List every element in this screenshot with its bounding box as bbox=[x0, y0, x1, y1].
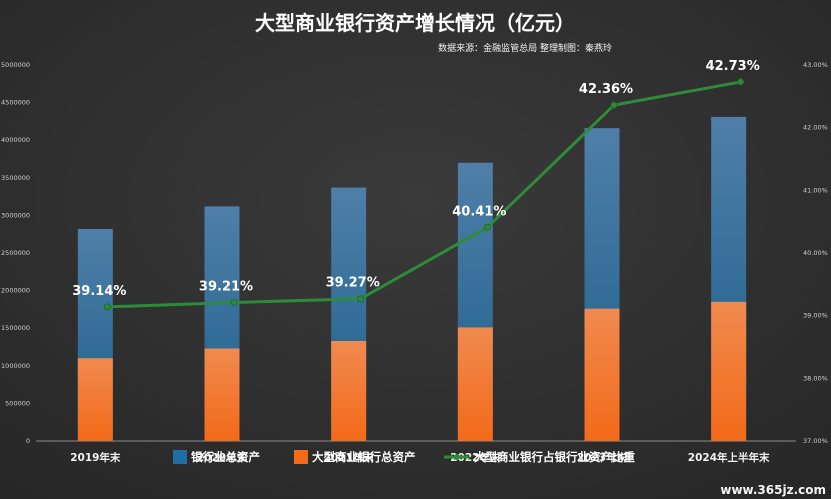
left-tick-label: 5000000 bbox=[1, 61, 30, 69]
legend-item-big: 大型商业银行总资产 bbox=[294, 450, 416, 464]
share-data-labels: 39.14% 39.21% 39.27% 40.41% 42.36% 42.73% bbox=[72, 59, 759, 299]
right-tick-label: 40.00% bbox=[803, 249, 828, 257]
bar-big-bank-assets bbox=[204, 348, 240, 441]
legend-label-big: 大型商业银行总资产 bbox=[312, 450, 416, 464]
legend-item-total: 银行业总资产 bbox=[173, 450, 260, 464]
category-label: 2019年末 bbox=[70, 451, 121, 464]
right-tick-label: 42.00% bbox=[803, 124, 828, 132]
bar-big-bank-assets bbox=[77, 358, 113, 441]
left-tick-label: 4000000 bbox=[1, 136, 30, 144]
left-tick-label: 500000 bbox=[5, 399, 30, 407]
category-labels: 2019年末 2020年末 2021年末 2022年末 2023年末 2024年上半年末 bbox=[70, 451, 770, 464]
bar-big-bank-assets bbox=[711, 301, 747, 441]
share-data-label: 40.41% bbox=[452, 204, 506, 219]
bar-big-bank-assets bbox=[331, 340, 367, 441]
right-tick-label: 43.00% bbox=[803, 61, 828, 69]
legend-label-total: 银行业总资产 bbox=[191, 450, 260, 464]
share-line-layer bbox=[103, 78, 745, 311]
share-point bbox=[483, 223, 491, 231]
share-point bbox=[230, 299, 238, 307]
legend: 银行业总资产 大型商业银行总资产 大型商业银行占银行业资产比重 bbox=[173, 450, 635, 464]
share-data-label: 39.21% bbox=[199, 280, 253, 295]
share-data-label: 39.27% bbox=[326, 276, 380, 291]
left-tick-label: 2000000 bbox=[1, 287, 30, 295]
watermark: www.365jz.com bbox=[720, 483, 826, 497]
category-label: 2022年末 bbox=[450, 451, 501, 464]
share-point bbox=[610, 101, 618, 109]
category-label: 2020年末 bbox=[197, 451, 248, 464]
legend-item-share: 大型商业银行占银行业资产比重 bbox=[444, 450, 635, 464]
right-tick-label: 37.00% bbox=[803, 437, 828, 445]
legend-swatch-total bbox=[173, 450, 187, 464]
bars-big-bank-assets bbox=[77, 301, 747, 441]
left-tick-label: 2500000 bbox=[1, 249, 30, 257]
category-label: 2021年末 bbox=[324, 451, 375, 464]
left-tick-label: 4500000 bbox=[1, 99, 30, 107]
legend-label-share: 大型商业银行占银行业资产比重 bbox=[474, 450, 635, 464]
bar-big-bank-assets bbox=[584, 308, 620, 441]
share-data-label: 39.14% bbox=[72, 284, 126, 299]
chart-title: 大型商业银行资产增长情况（亿元） bbox=[255, 11, 575, 35]
bar-big-bank-assets bbox=[457, 327, 493, 441]
category-label: 2024年上半年末 bbox=[688, 451, 770, 464]
share-point bbox=[357, 295, 365, 303]
share-point bbox=[103, 303, 111, 311]
right-tick-label: 39.00% bbox=[803, 312, 828, 320]
legend-swatch-big bbox=[294, 450, 308, 464]
share-line bbox=[107, 80, 741, 309]
left-tick-label: 3500000 bbox=[1, 174, 30, 182]
share-data-label: 42.36% bbox=[579, 82, 633, 97]
category-label: 2023年末 bbox=[577, 451, 628, 464]
right-tick-label: 41.00% bbox=[803, 186, 828, 194]
share-point bbox=[737, 78, 745, 86]
left-tick-label: 1500000 bbox=[1, 324, 30, 332]
left-tick-label: 1000000 bbox=[1, 362, 30, 370]
chart-subtitle: 数据来源：金融监管总局 整理制图：秦燕玲 bbox=[438, 42, 612, 54]
right-tick-label: 38.00% bbox=[803, 374, 828, 382]
left-tick-label: 0 bbox=[26, 437, 30, 445]
left-tick-label: 3000000 bbox=[1, 211, 30, 219]
share-data-label: 42.73% bbox=[706, 59, 760, 74]
left-axis-ticks: 0 500000 1000000 1500000 2000000 2500000 30000… bbox=[1, 61, 30, 445]
legend-marker-share bbox=[454, 454, 460, 460]
right-axis-ticks: 37.00% 38.00% 39.00% 40.00% 41.00% 42.00% 43.0… bbox=[803, 61, 828, 445]
